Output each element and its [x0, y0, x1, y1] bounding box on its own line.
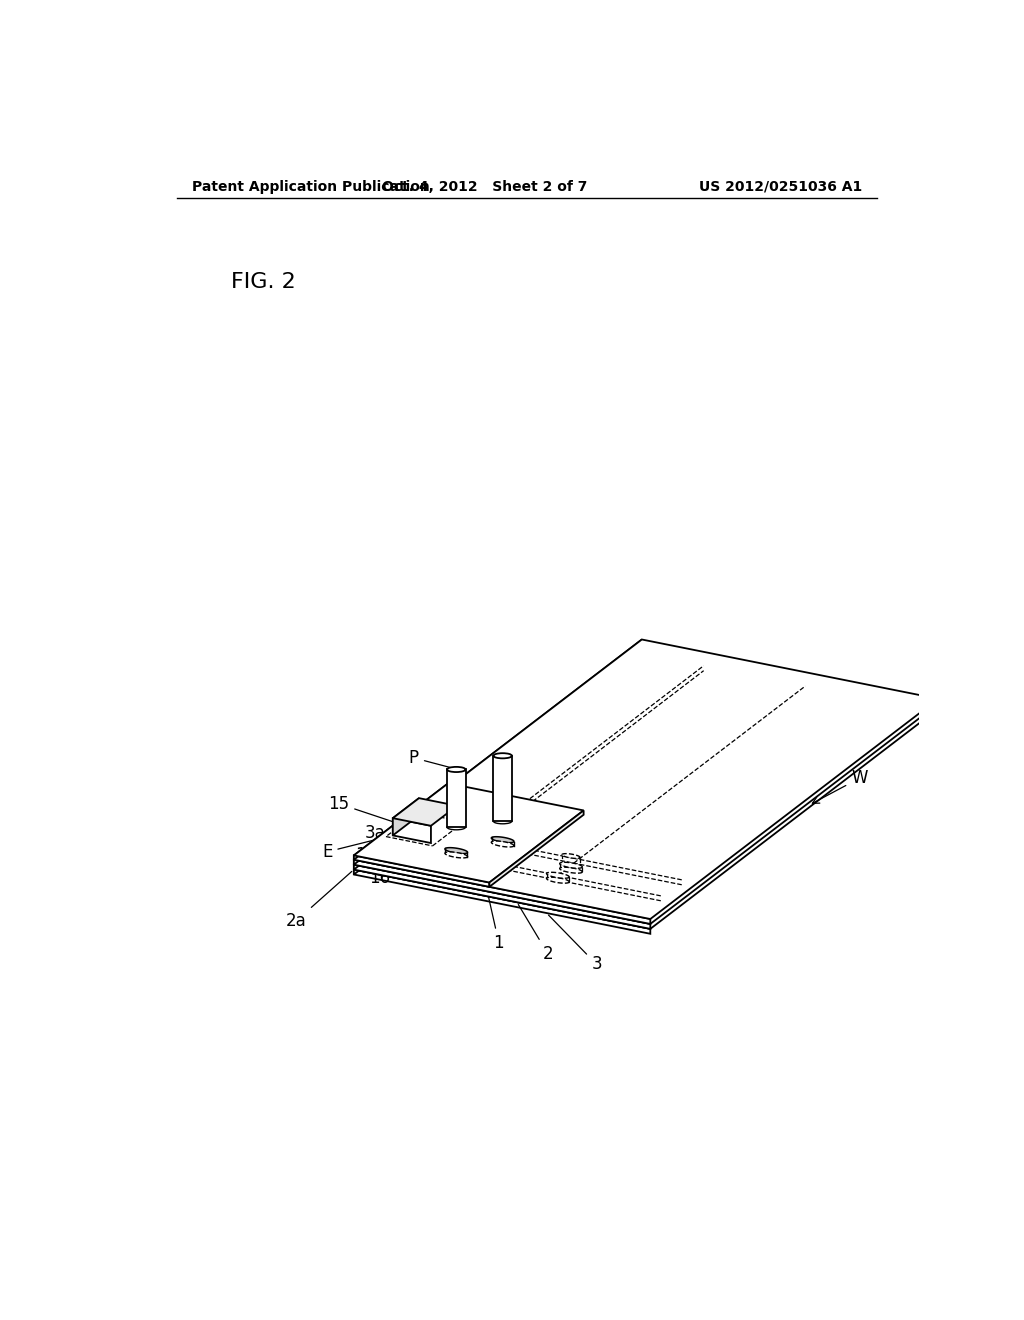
Polygon shape: [354, 865, 650, 929]
Polygon shape: [562, 863, 580, 867]
Text: FIG. 2: FIG. 2: [230, 272, 295, 292]
Text: E: E: [323, 832, 400, 861]
Polygon shape: [445, 857, 468, 863]
Polygon shape: [489, 810, 584, 887]
Ellipse shape: [447, 825, 466, 830]
Polygon shape: [445, 851, 468, 858]
Polygon shape: [393, 799, 457, 826]
Text: Oct. 4, 2012   Sheet 2 of 7: Oct. 4, 2012 Sheet 2 of 7: [382, 180, 588, 194]
Text: Patent Application Publication: Patent Application Publication: [193, 180, 430, 194]
Polygon shape: [354, 639, 938, 919]
Text: 2: 2: [518, 904, 553, 962]
Polygon shape: [354, 783, 584, 883]
Ellipse shape: [447, 767, 466, 772]
Polygon shape: [354, 870, 650, 933]
Polygon shape: [354, 649, 642, 875]
Text: 2a: 2a: [286, 871, 352, 929]
Text: 3a: 3a: [578, 826, 643, 853]
Text: P: P: [508, 727, 548, 752]
Text: 16: 16: [369, 859, 450, 887]
Polygon shape: [354, 859, 650, 924]
Text: W: W: [812, 770, 867, 804]
Polygon shape: [445, 862, 468, 867]
Polygon shape: [445, 857, 468, 863]
Text: 10: 10: [355, 846, 429, 873]
Text: 1: 1: [487, 894, 504, 952]
Polygon shape: [354, 644, 938, 924]
Polygon shape: [445, 851, 468, 858]
Polygon shape: [494, 756, 512, 821]
Polygon shape: [445, 862, 468, 867]
Polygon shape: [560, 862, 583, 869]
Text: US 2012/0251036 A1: US 2012/0251036 A1: [698, 180, 862, 194]
Text: 15: 15: [328, 795, 406, 826]
Polygon shape: [354, 644, 642, 870]
Polygon shape: [354, 649, 938, 929]
Polygon shape: [445, 867, 468, 873]
Polygon shape: [547, 873, 569, 878]
Polygon shape: [447, 770, 466, 828]
Polygon shape: [354, 855, 489, 887]
Polygon shape: [492, 841, 514, 847]
Polygon shape: [445, 847, 468, 854]
Text: P: P: [409, 748, 455, 768]
Polygon shape: [562, 854, 580, 858]
Polygon shape: [393, 818, 431, 843]
Text: 16: 16: [509, 808, 567, 834]
Ellipse shape: [494, 754, 512, 759]
Ellipse shape: [494, 818, 512, 824]
Polygon shape: [492, 837, 514, 842]
Polygon shape: [354, 783, 449, 859]
Polygon shape: [393, 799, 419, 836]
Text: 3a: 3a: [365, 824, 450, 855]
Polygon shape: [560, 867, 583, 873]
Polygon shape: [547, 878, 569, 883]
Text: 3: 3: [549, 915, 602, 973]
Polygon shape: [354, 639, 642, 865]
